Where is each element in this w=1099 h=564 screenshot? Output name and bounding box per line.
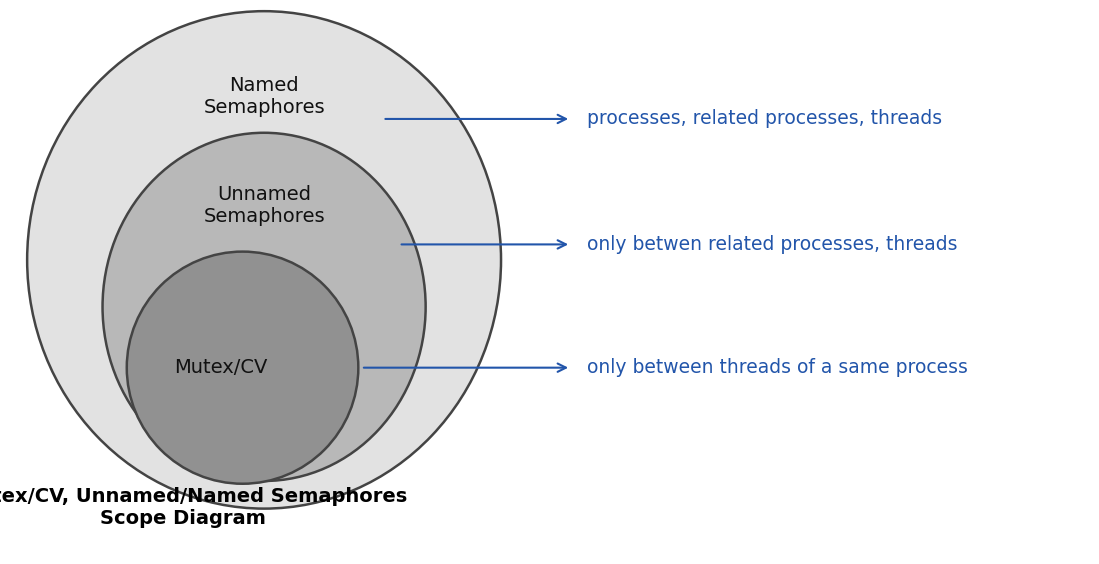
Text: Unnamed
Semaphores: Unnamed Semaphores bbox=[203, 185, 325, 226]
Ellipse shape bbox=[27, 11, 501, 509]
Text: Mutex/CV: Mutex/CV bbox=[175, 358, 268, 377]
Text: only between threads of a same process: only between threads of a same process bbox=[587, 358, 968, 377]
Ellipse shape bbox=[102, 133, 425, 481]
Text: Mutex/CV, Unnamed/Named Semaphores
Scope Diagram: Mutex/CV, Unnamed/Named Semaphores Scope… bbox=[0, 487, 408, 528]
Ellipse shape bbox=[126, 252, 358, 484]
Text: only betwen related processes, threads: only betwen related processes, threads bbox=[587, 235, 957, 254]
Text: Named
Semaphores: Named Semaphores bbox=[203, 76, 325, 117]
Text: processes, related processes, threads: processes, related processes, threads bbox=[587, 109, 942, 129]
